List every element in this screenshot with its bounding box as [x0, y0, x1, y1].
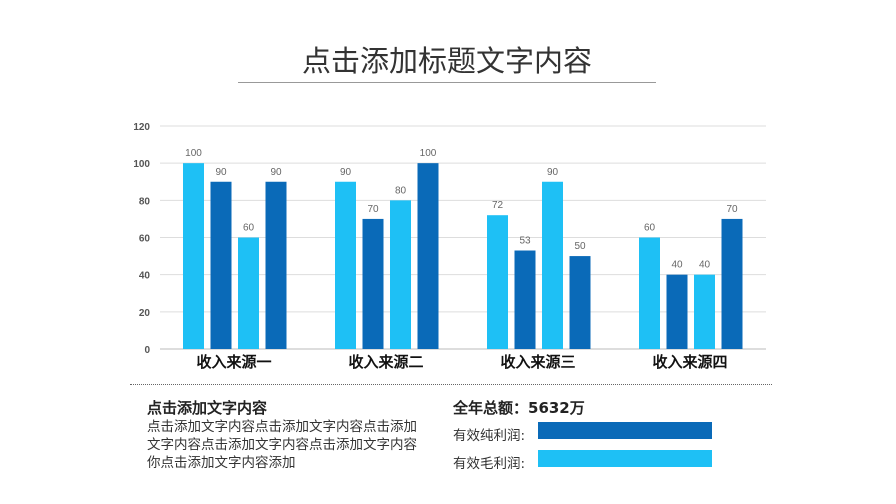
category-label: 收入来源四 — [652, 353, 727, 371]
data-label: 100 — [420, 148, 437, 159]
bar — [362, 218, 384, 349]
bar — [238, 237, 259, 349]
y-tick-label: 100 — [133, 159, 150, 170]
bar — [335, 181, 356, 349]
bar — [569, 256, 591, 349]
category-label: 收入来源三 — [500, 353, 575, 371]
data-label: 53 — [519, 236, 531, 247]
data-label: 70 — [726, 204, 738, 215]
data-label: 90 — [547, 167, 559, 178]
y-tick-label: 60 — [139, 234, 151, 245]
y-tick-label: 40 — [139, 271, 151, 282]
annual-total: 全年总额：5632万 — [453, 399, 585, 417]
bar — [694, 274, 715, 349]
text-body: 点击添加文字内容点击添加文字内容点击添加文字内容点击添加文字内容点击添加文字内容… — [147, 419, 417, 471]
legend-label-net-profit: 有效纯利润: — [453, 428, 526, 444]
dotted-divider — [130, 384, 772, 385]
y-tick-label: 0 — [144, 345, 150, 356]
legend-label-gross-profit: 有效毛利润: — [453, 456, 526, 472]
data-label: 40 — [671, 260, 683, 271]
data-label: 90 — [270, 167, 282, 178]
category-label: 收入来源二 — [348, 353, 423, 371]
data-label: 40 — [699, 260, 711, 271]
legend-bar-gross-profit — [538, 450, 712, 467]
bar — [417, 163, 439, 349]
data-label: 50 — [574, 241, 586, 252]
page-title: 点击添加标题文字内容 — [301, 44, 592, 78]
text-heading: 点击添加文字内容 — [147, 399, 268, 417]
legend-bar-net-profit — [538, 422, 712, 439]
category-label: 收入来源一 — [196, 353, 271, 371]
bar — [514, 250, 536, 349]
data-label: 90 — [215, 167, 227, 178]
data-label: 90 — [340, 167, 352, 178]
bar — [390, 200, 411, 349]
data-label: 70 — [367, 204, 379, 215]
y-tick-label: 80 — [139, 196, 151, 207]
bar — [542, 181, 563, 349]
data-label: 80 — [395, 185, 407, 196]
bar — [183, 163, 204, 349]
bar — [210, 181, 232, 349]
data-label: 60 — [644, 223, 656, 234]
bar — [487, 215, 508, 349]
y-tick-label: 20 — [139, 308, 151, 319]
y-tick-label: 120 — [133, 122, 150, 133]
data-label: 100 — [185, 148, 202, 159]
bar — [265, 181, 287, 349]
bar — [721, 218, 743, 349]
title-underline — [238, 82, 656, 83]
bar-chart: 0 20 40 60 80 100 120 100 90 60 90 收入来源一 90 70 80 100 收入… — [133, 122, 766, 371]
bar — [666, 274, 688, 349]
data-label: 72 — [492, 200, 504, 211]
data-label: 60 — [243, 223, 255, 234]
bar — [639, 237, 660, 349]
